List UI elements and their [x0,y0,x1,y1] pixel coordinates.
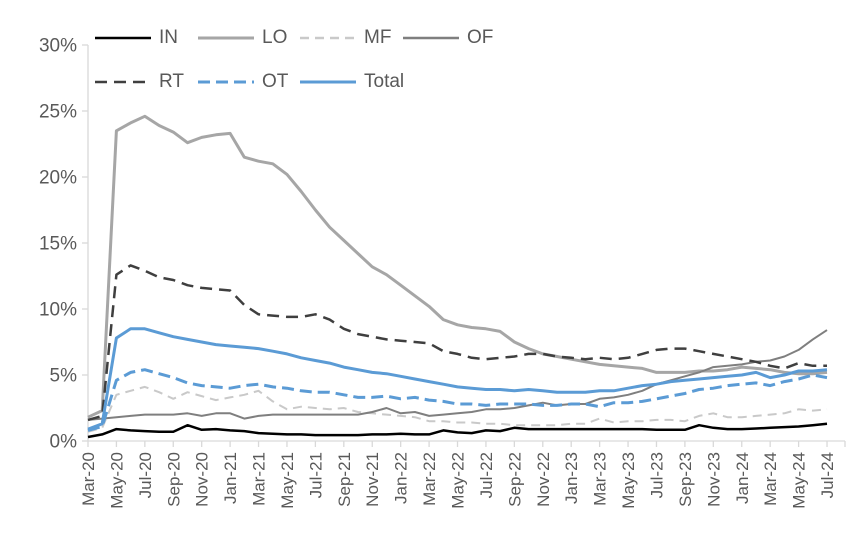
x-tick-label: Jul-22 [477,452,496,498]
x-tick-label: Sep-20 [164,452,183,507]
series-line-ot [87,368,828,432]
legend-item-rt: RT [95,70,184,94]
series-line-of [87,329,828,421]
x-tick-label: May-20 [107,452,126,509]
legend-line-rt-icon [95,80,151,84]
x-tick-label: May-21 [278,452,297,509]
x-tick-label: Jan-24 [733,452,752,504]
legend-label-of: OF [467,27,494,48]
series-line-in [87,422,828,439]
y-tick-label: 25% [39,102,77,123]
x-tick-label: Jul-21 [306,452,325,498]
x-tick-label: Nov-21 [363,452,382,507]
legend-line-in-icon [95,36,151,40]
y-tick-label: 10% [39,300,77,321]
x-tick-label: Nov-22 [534,452,553,507]
x-tick-label: Sep-23 [676,452,695,507]
y-tick-label: 30% [39,36,77,57]
series-line-total [87,327,828,431]
legend: IN LO MF OF RT OT Total [0,0,852,110]
x-tick-label: Sep-22 [505,452,524,507]
legend-item-in: IN [95,26,178,50]
y-tick-label: 0% [50,432,78,453]
x-tick-label: Jul-20 [136,452,155,498]
x-tick-label: Mar-23 [591,452,610,506]
legend-item-total: Total [300,70,404,94]
legend-label-ot: OT [262,71,289,92]
x-tick-label: Sep-21 [335,452,354,507]
x-tick-label: Mar-20 [79,452,98,506]
x-tick-label: Jan-23 [562,452,581,504]
legend-item-lo: LO [198,26,287,50]
x-tick-label: Nov-23 [704,452,723,507]
x-tick-label: Mar-21 [250,452,269,506]
x-tick-label: Jan-21 [221,452,240,504]
series-line-rt [87,264,827,422]
y-tick-label: 5% [50,366,78,387]
legend-line-total-icon [300,80,356,84]
legend-label-rt: RT [159,71,184,92]
x-tick-label: Jul-24 [818,452,837,498]
legend-line-mf-icon [300,36,356,40]
x-tick-label: Jan-22 [392,452,411,504]
x-tick-label: Jul-23 [647,452,666,498]
x-tick-label: May-24 [790,452,809,509]
legend-item-ot: OT [198,70,288,94]
legend-line-lo-icon [198,36,254,40]
legend-item-mf: MF [300,26,391,50]
x-tick-label: Mar-22 [420,452,439,506]
legend-label-lo: LO [262,27,288,48]
y-tick-label: 20% [39,168,77,189]
x-tick-label: Nov-20 [193,452,212,507]
x-tick-label: Mar-24 [761,452,780,506]
x-tick-label: May-22 [449,452,468,509]
series-line-lo [87,114,828,419]
series-line-mf [87,385,828,433]
legend-label-total: Total [364,71,405,92]
legend-item-of: OF [403,26,493,50]
legend-line-ot-icon [198,80,254,84]
legend-label-mf: MF [364,27,392,48]
legend-label-in: IN [159,27,178,48]
x-tick-label: May-23 [619,452,638,509]
y-tick-label: 15% [39,234,77,255]
legend-line-of-icon [403,36,459,40]
